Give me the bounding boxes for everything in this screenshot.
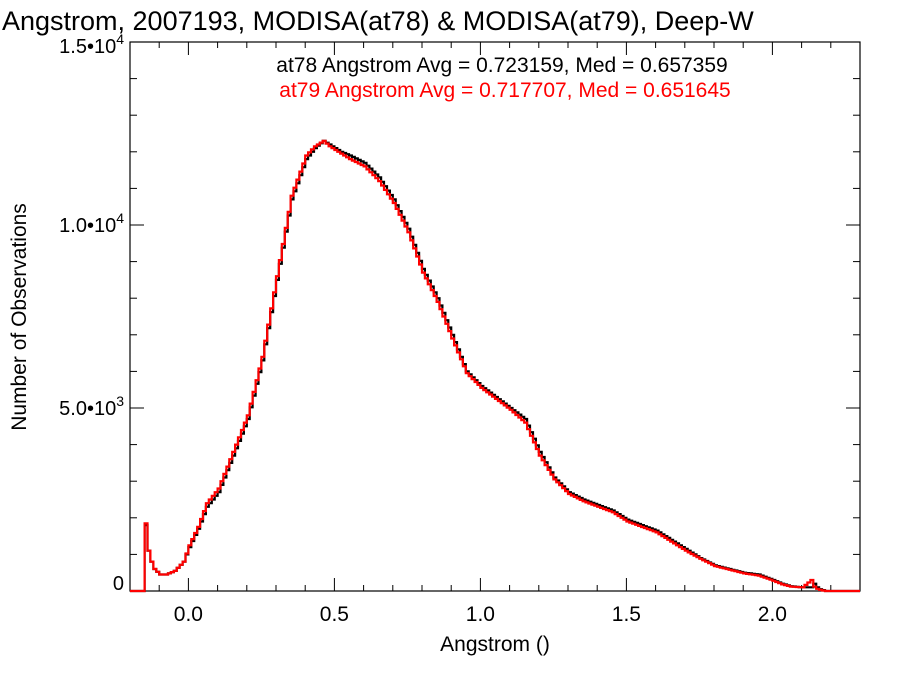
x-tick-label: 1.5 bbox=[612, 603, 641, 626]
y-tick-label: 0 bbox=[113, 573, 124, 595]
chart-title: Angstrom, 2007193, MODISA(at78) & MODISA… bbox=[2, 6, 754, 36]
y-tick-mantissa: 0 bbox=[113, 573, 124, 595]
y-tick-mantissa: 5.0•10 bbox=[59, 398, 116, 420]
y-tick-label: 5.0•103 bbox=[59, 393, 124, 420]
x-axis-label: Angstrom () bbox=[440, 633, 550, 656]
y-tick-mantissa: 1.0•10 bbox=[59, 215, 116, 237]
x-tick-label: 0.0 bbox=[174, 603, 203, 626]
y-axis-label: Number of Observations bbox=[8, 203, 31, 431]
y-tick-mantissa: 1.5•10 bbox=[59, 36, 116, 58]
y-tick-label: 1.5•104 bbox=[59, 31, 124, 58]
annotation-at79-stats: at79 Angstrom Avg = 0.717707, Med = 0.65… bbox=[279, 79, 730, 102]
series-layer bbox=[130, 139, 860, 593]
y-tick-exponent: 3 bbox=[116, 393, 124, 409]
x-tick-label: 2.0 bbox=[758, 603, 787, 626]
y-tick-label: 1.0•104 bbox=[59, 210, 124, 237]
series-line-at79 bbox=[130, 139, 860, 593]
y-tick-exponent: 4 bbox=[116, 210, 124, 226]
series-line-at78 bbox=[130, 139, 860, 593]
plot-border bbox=[129, 41, 861, 592]
annotations: at78 Angstrom Avg = 0.723159, Med = 0.65… bbox=[276, 54, 730, 102]
x-tick-label: 0.5 bbox=[320, 603, 349, 626]
x-tick-label: 1.0 bbox=[466, 603, 495, 626]
annotation-at78-stats: at78 Angstrom Avg = 0.723159, Med = 0.65… bbox=[276, 54, 727, 77]
x-axis-ticks: 0.0 0.5 1.0 1.5 2.0 bbox=[129, 42, 861, 626]
y-tick-exponent: 4 bbox=[116, 31, 124, 47]
plot-frame bbox=[129, 41, 861, 592]
